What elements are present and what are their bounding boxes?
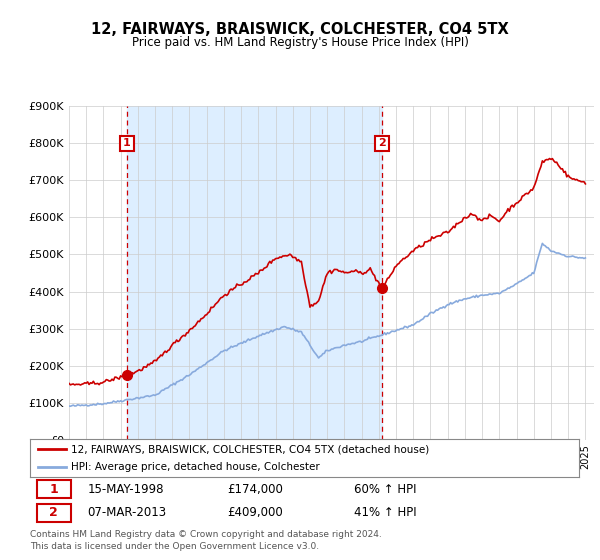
Text: 1: 1 (123, 138, 131, 148)
Text: 2: 2 (49, 506, 58, 519)
Text: 1: 1 (49, 483, 58, 496)
Text: 41% ↑ HPI: 41% ↑ HPI (354, 506, 416, 519)
FancyBboxPatch shape (37, 480, 71, 498)
Text: £174,000: £174,000 (227, 483, 284, 496)
Text: 60% ↑ HPI: 60% ↑ HPI (354, 483, 416, 496)
Text: 15-MAY-1998: 15-MAY-1998 (88, 483, 164, 496)
Text: Price paid vs. HM Land Registry's House Price Index (HPI): Price paid vs. HM Land Registry's House … (131, 36, 469, 49)
Text: HPI: Average price, detached house, Colchester: HPI: Average price, detached house, Colc… (71, 462, 320, 472)
Text: 07-MAR-2013: 07-MAR-2013 (88, 506, 167, 519)
Text: 12, FAIRWAYS, BRAISWICK, COLCHESTER, CO4 5TX: 12, FAIRWAYS, BRAISWICK, COLCHESTER, CO4… (91, 22, 509, 38)
Text: 2: 2 (378, 138, 386, 148)
FancyBboxPatch shape (37, 504, 71, 522)
Text: 12, FAIRWAYS, BRAISWICK, COLCHESTER, CO4 5TX (detached house): 12, FAIRWAYS, BRAISWICK, COLCHESTER, CO4… (71, 444, 430, 454)
Text: This data is licensed under the Open Government Licence v3.0.: This data is licensed under the Open Gov… (30, 542, 319, 550)
Text: Contains HM Land Registry data © Crown copyright and database right 2024.: Contains HM Land Registry data © Crown c… (30, 530, 382, 539)
Text: £409,000: £409,000 (227, 506, 283, 519)
Bar (127, 106, 382, 440)
